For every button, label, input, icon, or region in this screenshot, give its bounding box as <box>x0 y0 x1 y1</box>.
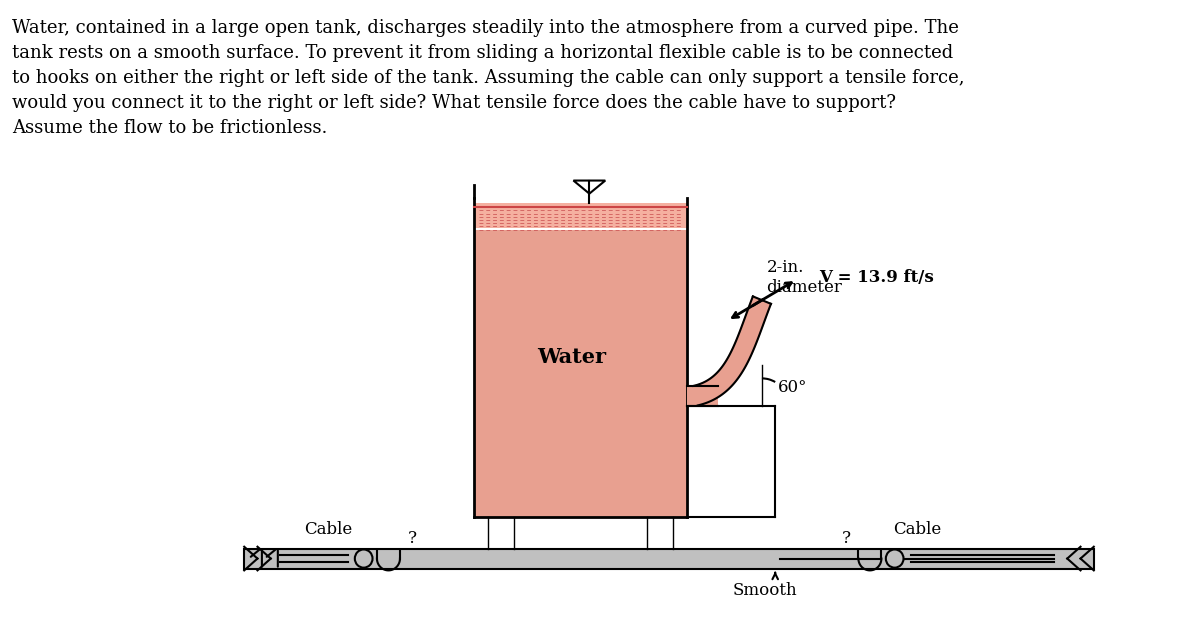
Polygon shape <box>694 297 770 405</box>
Text: V = 13.9 ft/s: V = 13.9 ft/s <box>820 269 935 286</box>
Text: Water: Water <box>538 347 606 368</box>
Text: ?: ? <box>408 530 416 547</box>
Bar <box>474 203 686 228</box>
Text: ?: ? <box>841 530 851 547</box>
Bar <box>686 385 718 406</box>
Text: Smooth: Smooth <box>732 582 797 599</box>
Text: Water, contained in a large open tank, discharges steadily into the atmosphere f: Water, contained in a large open tank, d… <box>12 19 965 137</box>
Bar <box>474 230 686 517</box>
Text: Cable: Cable <box>304 521 353 538</box>
Bar <box>245 549 1094 568</box>
Text: Cable: Cable <box>893 521 941 538</box>
Text: 2-in.
diameter: 2-in. diameter <box>767 259 842 296</box>
Text: 60°: 60° <box>778 379 808 396</box>
